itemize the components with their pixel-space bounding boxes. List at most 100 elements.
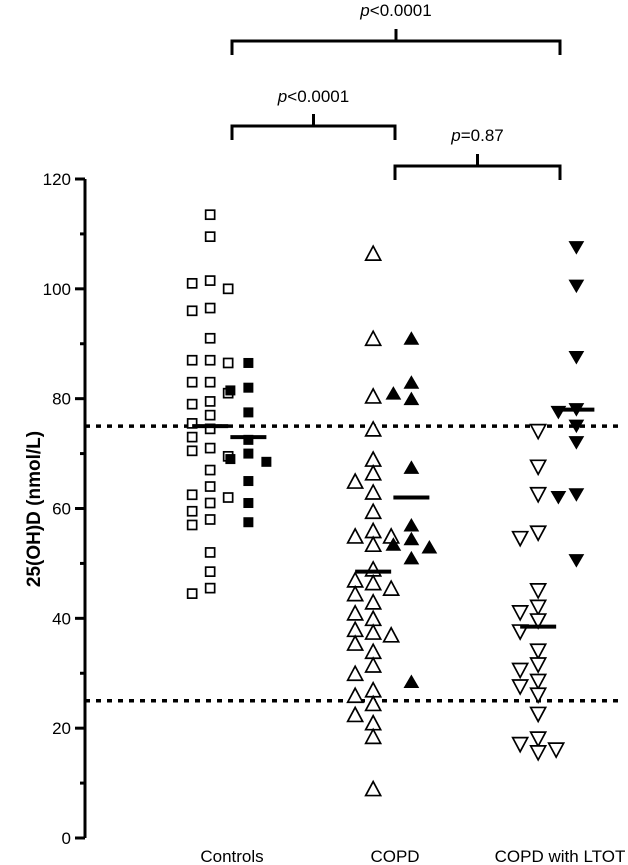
x-axis-categories: Controls COPD COPD with LTOT bbox=[200, 847, 625, 865]
data-point bbox=[222, 357, 234, 369]
data-point bbox=[403, 375, 420, 389]
p-value: <0.0001 bbox=[370, 1, 432, 20]
data-point bbox=[529, 673, 548, 691]
data-point bbox=[511, 662, 530, 680]
data-point bbox=[204, 442, 216, 454]
data-point bbox=[568, 436, 585, 450]
data-point bbox=[364, 593, 383, 610]
data-point bbox=[186, 277, 198, 289]
data-point bbox=[243, 517, 254, 528]
data-point bbox=[186, 489, 198, 501]
data-point bbox=[403, 674, 420, 688]
data-point bbox=[364, 329, 383, 347]
data-point bbox=[204, 409, 216, 421]
p-value-label: p<0.0001 bbox=[359, 1, 431, 20]
data-point bbox=[403, 391, 420, 406]
data-point bbox=[243, 448, 254, 459]
data-point bbox=[364, 656, 383, 673]
data-point bbox=[550, 491, 567, 505]
data-point bbox=[204, 209, 216, 221]
data-point bbox=[243, 498, 254, 509]
data-point bbox=[186, 431, 198, 443]
data-point bbox=[346, 604, 365, 621]
data-point bbox=[568, 241, 585, 255]
p-symbol: p bbox=[277, 87, 287, 106]
data-point bbox=[529, 525, 548, 543]
data-point bbox=[364, 521, 383, 539]
data-point bbox=[511, 679, 530, 696]
data-point bbox=[204, 376, 216, 388]
y-tick-label: 60 bbox=[52, 500, 71, 519]
data-point bbox=[243, 382, 254, 393]
data-point bbox=[403, 331, 420, 345]
data-point bbox=[421, 539, 438, 554]
data-point bbox=[204, 566, 216, 578]
comparison-bracket bbox=[393, 164, 562, 180]
data-point bbox=[222, 283, 234, 295]
data-point bbox=[204, 582, 216, 594]
median-bars bbox=[192, 407, 595, 629]
data-point bbox=[346, 620, 365, 638]
y-tick-label: 80 bbox=[52, 390, 71, 409]
data-point bbox=[568, 488, 585, 502]
data-point bbox=[568, 279, 585, 294]
y-tick-label: 0 bbox=[62, 829, 71, 848]
data-point bbox=[204, 332, 216, 344]
data-point bbox=[186, 398, 198, 410]
data-point bbox=[364, 713, 383, 731]
data-point bbox=[529, 643, 548, 661]
data-point bbox=[403, 460, 420, 474]
data-point bbox=[568, 350, 585, 365]
p-value-label: p<0.0001 bbox=[277, 87, 349, 106]
y-axis: 0 20 40 60 80 100 120 bbox=[43, 170, 87, 848]
data-point bbox=[364, 535, 383, 553]
data-point bbox=[186, 305, 198, 317]
data-point bbox=[346, 472, 365, 489]
data-point bbox=[204, 396, 216, 407]
p-value: =0.87 bbox=[461, 126, 504, 145]
data-point bbox=[243, 476, 254, 487]
data-point bbox=[529, 706, 548, 724]
data-point bbox=[364, 464, 383, 481]
data-point bbox=[568, 419, 585, 434]
data-point bbox=[204, 481, 216, 492]
data-point bbox=[364, 609, 383, 627]
data-point bbox=[204, 231, 216, 243]
y-tick-label: 120 bbox=[43, 170, 71, 189]
data-point bbox=[186, 354, 198, 366]
data-point bbox=[204, 354, 216, 366]
data-point bbox=[186, 519, 198, 531]
data-point bbox=[186, 505, 198, 517]
data-points bbox=[186, 209, 585, 797]
data-point bbox=[346, 634, 365, 651]
data-point bbox=[204, 547, 216, 558]
data-point bbox=[204, 497, 216, 509]
data-point bbox=[364, 642, 383, 660]
data-point bbox=[222, 492, 234, 503]
data-point bbox=[403, 550, 420, 565]
data-point bbox=[346, 686, 365, 704]
data-point bbox=[403, 517, 420, 532]
data-point bbox=[364, 483, 383, 500]
data-point bbox=[364, 694, 383, 712]
p-value: <0.0001 bbox=[287, 87, 349, 106]
category-label: COPD with LTOT bbox=[495, 847, 626, 865]
data-point bbox=[529, 613, 548, 630]
data-point bbox=[529, 657, 548, 674]
data-point bbox=[568, 554, 585, 568]
data-point bbox=[403, 531, 420, 546]
data-point bbox=[204, 302, 216, 314]
data-point bbox=[204, 514, 216, 525]
p-symbol: p bbox=[450, 126, 460, 145]
data-point bbox=[529, 745, 548, 762]
data-point bbox=[364, 680, 383, 698]
data-point bbox=[364, 560, 383, 577]
category-label: COPD bbox=[370, 847, 419, 865]
data-point bbox=[385, 386, 402, 400]
data-point bbox=[364, 573, 383, 591]
data-point bbox=[529, 459, 548, 477]
data-point bbox=[225, 454, 236, 465]
data-point bbox=[382, 626, 401, 643]
